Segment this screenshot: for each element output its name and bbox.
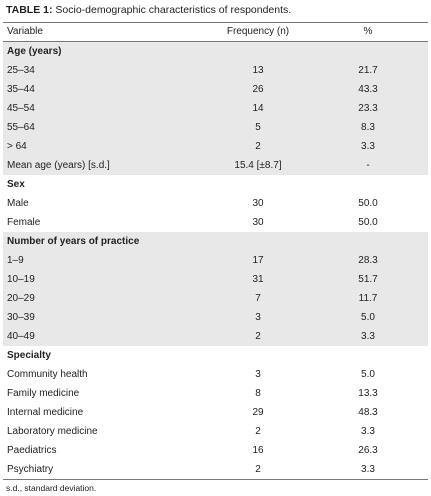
cell: 55–64 [7,122,35,133]
cell: 8 [255,388,261,399]
cell: 25–34 [7,65,35,76]
section-title: Age (years) [7,46,62,57]
data-row: 10–19 31 51.7 [3,270,428,289]
cell: Psychiatry [7,464,54,475]
cell: 29 [252,407,264,418]
cell: > 64 [7,141,27,152]
cell: 5.0 [361,312,375,323]
cell: 11.7 [358,293,378,304]
cell: 10–19 [7,274,35,285]
data-row: 1–9 17 28.3 [3,251,428,270]
cell: 3 [255,312,261,323]
cell: 50.0 [358,217,378,228]
cell: 1–9 [7,255,24,266]
cell: 8.3 [361,122,375,133]
cell: 50.0 [358,198,378,209]
cell: 26 [252,84,264,95]
data-row: Family medicine 8 13.3 [3,384,428,403]
section-row: Age (years) [3,42,428,61]
cell: Mean age (years) [s.d.] [7,160,110,171]
table: Variable Frequency (n)% Age (years) 25–34 13… [3,22,428,480]
cell: 2 [255,141,261,152]
data-row: Male 30 50.0 [3,194,428,213]
cell: Internal medicine [7,407,84,418]
cell: 2 [255,426,261,437]
cell: 2 [255,464,261,475]
cell: 2 [255,331,261,342]
data-row: Laboratory medicine 2 3.3 [3,422,428,441]
cell: 5 [255,122,261,133]
section-title: Sex [7,179,25,190]
section-title: Number of years of practice [7,236,140,247]
cell: 17 [252,255,264,266]
cell: 51.7 [358,274,378,285]
cell: Female [7,217,41,228]
cell: 13 [252,65,264,76]
table-title: TABLE 1: Socio-demographic characteristi… [6,4,291,16]
cell: Family medicine [7,388,80,399]
cell: 3 [255,369,261,380]
data-row: 45–54 14 23.3 [3,99,428,118]
cell: 20–29 [7,293,35,304]
cell: 30 [252,217,264,228]
footnote: s.d., standard deviation. [6,483,97,493]
header-cell: % [363,26,373,37]
cell: Paediatrics [7,445,57,456]
cell: 21.7 [358,65,378,76]
cell: 26.3 [358,445,378,456]
section-row: Number of years of practice [3,232,428,251]
cell: 15.4 [±8.7] [234,160,282,171]
cell: 43.3 [358,84,378,95]
data-row: Mean age (years) [s.d.] 15.4 [±8.7] - [3,156,428,175]
data-row: 25–34 13 21.7 [3,61,428,80]
header-row: Variable Frequency (n)% [3,22,428,42]
cell: 3.3 [361,141,375,152]
cell: 5.0 [361,369,375,380]
data-row: > 64 2 3.3 [3,137,428,156]
cell: 14 [252,103,264,114]
cell: 30–39 [7,312,35,323]
data-row: Female 30 50.0 [3,213,428,232]
cell: 35–44 [7,84,35,95]
data-row: 40–49 2 3.3 [3,327,428,346]
cell: 45–54 [7,103,35,114]
cell: Male [7,198,29,209]
cell: 16 [252,445,264,456]
data-row: 55–64 5 8.3 [3,118,428,137]
cell: 3.3 [361,331,375,342]
section-row: Sex [3,175,428,194]
data-row: 30–39 3 5.0 [3,308,428,327]
data-row: Internal medicine 29 48.3 [3,403,428,422]
cell: Community health [7,369,88,380]
section-title: Specialty [7,350,51,361]
data-row: Community health 3 5.0 [3,365,428,384]
cell: 3.3 [361,464,375,475]
cell: - [366,160,370,171]
title-label: TABLE 1: [6,4,53,16]
cell: 3.3 [361,426,375,437]
cell: 23.3 [358,103,378,114]
header-cell: Variable [7,26,43,37]
data-row: 20–29 7 11.7 [3,289,428,308]
title-text: Socio-demographic characteristics of res… [55,4,292,16]
cell: 13.3 [358,388,378,399]
data-row: Psychiatry 2 3.3 [3,460,428,479]
cell: 40–49 [7,331,35,342]
table-rule [3,479,428,480]
header-cell: Frequency (n) [226,26,290,37]
data-row: Paediatrics 16 26.3 [3,441,428,460]
cell: 28.3 [358,255,378,266]
cell: 31 [252,274,264,285]
cell: Laboratory medicine [7,426,98,437]
cell: 30 [252,198,264,209]
data-row: 35–44 26 43.3 [3,80,428,99]
cell: 48.3 [358,407,378,418]
cell: 7 [255,293,261,304]
section-row: Specialty [3,346,428,365]
